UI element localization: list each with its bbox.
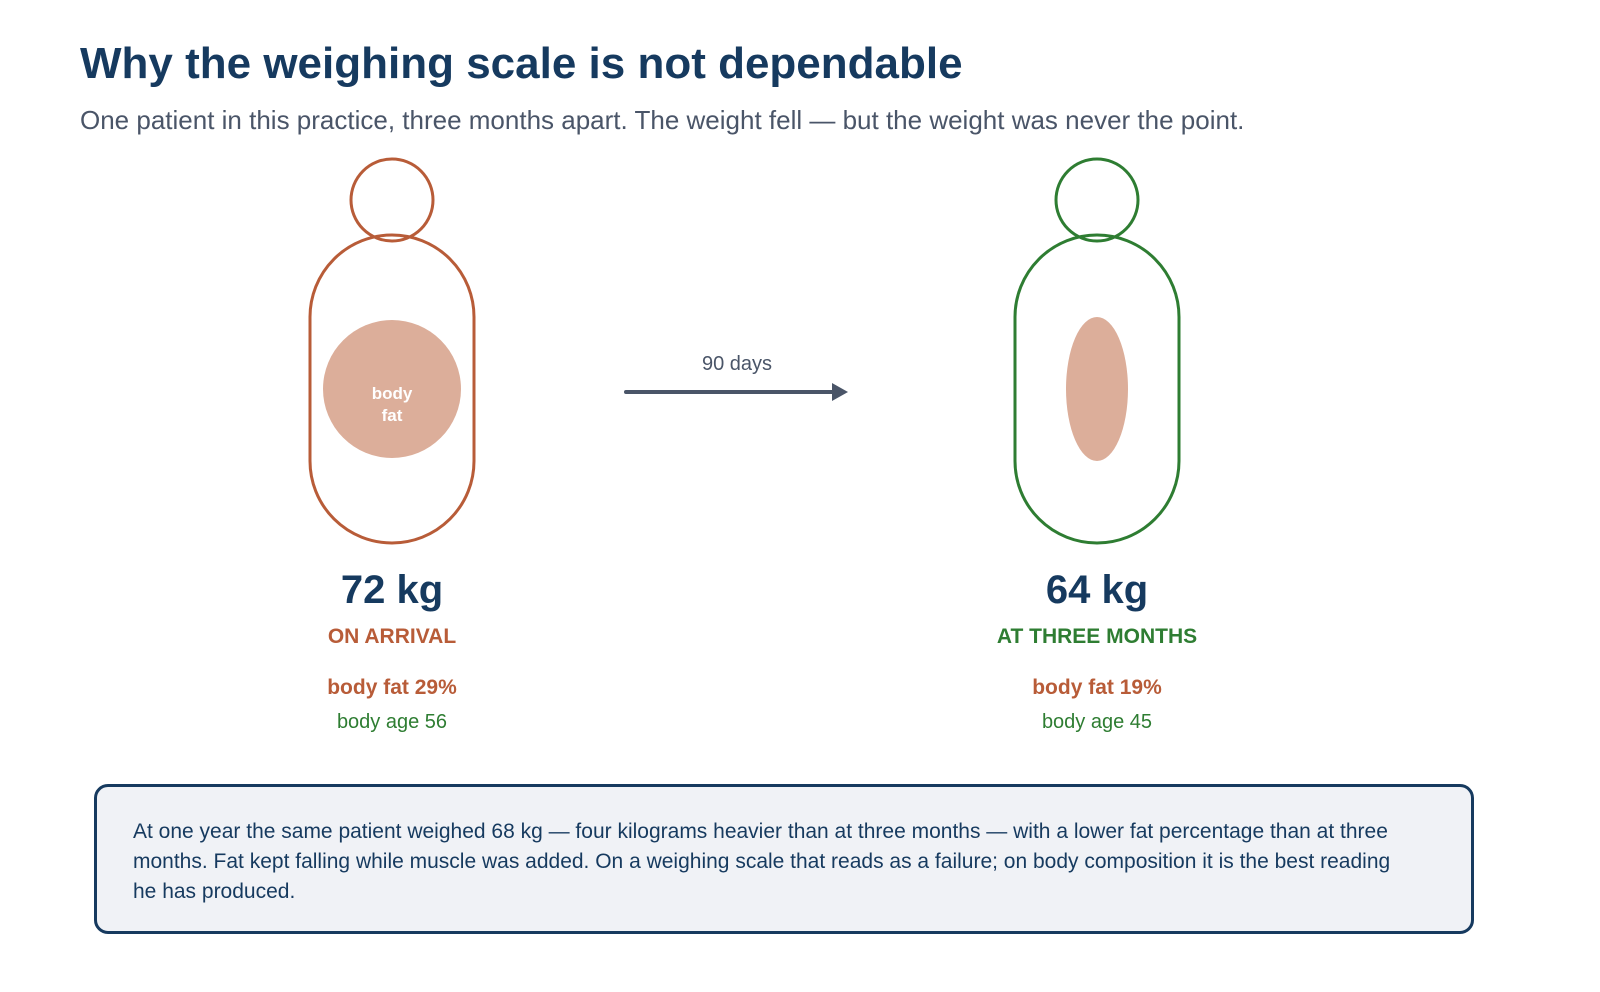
body-age: body age 56: [337, 711, 447, 733]
head: [1054, 157, 1140, 243]
fat-label: body: [372, 384, 413, 403]
figure-after: 64 kg AT THREE MONTHS body fat 19% body …: [997, 157, 1197, 733]
fat-label: fat: [382, 406, 403, 425]
figure-before: body fat 72 kg ON ARRIVAL body fat 29% b…: [308, 157, 476, 733]
arrow: 90 days: [624, 353, 848, 401]
arrow-head: [832, 383, 848, 401]
stage-label: ON ARRIVAL: [328, 625, 457, 648]
stage-label: AT THREE MONTHS: [997, 625, 1197, 648]
title: Why the weighing scale is not dependable: [80, 39, 963, 88]
weight: 64 kg: [1046, 568, 1148, 612]
head: [349, 157, 435, 243]
note: At one year the same patient weighed 68 …: [94, 784, 1474, 934]
subtitle: One patient in this practice, three mont…: [80, 105, 1244, 135]
fat-area: [323, 320, 461, 458]
weight: 72 kg: [341, 568, 443, 612]
body-fat: body fat 29%: [327, 676, 457, 699]
body-fat: body fat 19%: [1032, 676, 1162, 699]
body: [1013, 233, 1181, 545]
arrow-label: 90 days: [702, 353, 772, 375]
body: [308, 233, 476, 545]
fat-area: [1066, 317, 1128, 461]
body-age: body age 45: [1042, 711, 1152, 733]
